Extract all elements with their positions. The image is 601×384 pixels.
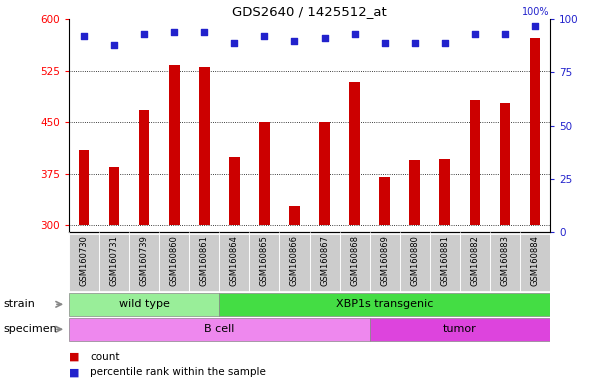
- Text: percentile rank within the sample: percentile rank within the sample: [90, 367, 266, 377]
- Bar: [69, 233, 99, 291]
- Text: GSM160869: GSM160869: [380, 235, 389, 286]
- Bar: [400, 233, 430, 291]
- Point: [380, 40, 389, 46]
- Text: GSM160739: GSM160739: [140, 235, 148, 286]
- Bar: [529, 38, 540, 225]
- Point: [139, 31, 149, 37]
- Text: ■: ■: [69, 367, 79, 377]
- Text: GSM160884: GSM160884: [531, 235, 539, 286]
- Bar: [199, 67, 210, 225]
- Text: GSM160868: GSM160868: [350, 235, 359, 286]
- Bar: [219, 293, 550, 316]
- Point: [440, 40, 450, 46]
- Bar: [129, 233, 159, 291]
- Bar: [379, 177, 390, 225]
- Bar: [69, 293, 219, 316]
- Bar: [319, 122, 330, 225]
- Bar: [79, 150, 90, 225]
- Text: GSM160881: GSM160881: [441, 235, 449, 286]
- Point: [530, 23, 540, 29]
- Bar: [169, 65, 180, 225]
- Bar: [279, 233, 310, 291]
- Bar: [520, 233, 550, 291]
- Text: GSM160730: GSM160730: [80, 235, 88, 286]
- Bar: [139, 110, 150, 225]
- Point: [410, 40, 419, 46]
- Bar: [219, 233, 249, 291]
- Text: count: count: [90, 352, 120, 362]
- Point: [109, 42, 119, 48]
- Text: wild type: wild type: [119, 299, 169, 310]
- Bar: [310, 233, 340, 291]
- Bar: [370, 318, 550, 341]
- Text: specimen: specimen: [3, 324, 56, 334]
- Point: [290, 38, 299, 44]
- Text: GSM160865: GSM160865: [260, 235, 269, 286]
- Point: [230, 40, 239, 46]
- Point: [350, 31, 359, 37]
- Text: tumor: tumor: [443, 324, 477, 334]
- Bar: [430, 233, 460, 291]
- Point: [169, 29, 179, 35]
- Bar: [409, 160, 420, 225]
- Bar: [469, 100, 480, 225]
- Text: GSM160867: GSM160867: [320, 235, 329, 286]
- Bar: [289, 206, 300, 225]
- Bar: [249, 233, 279, 291]
- Text: B cell: B cell: [204, 324, 234, 334]
- Bar: [490, 233, 520, 291]
- Text: ■: ■: [69, 352, 79, 362]
- Bar: [109, 167, 120, 225]
- Text: GSM160882: GSM160882: [471, 235, 479, 286]
- Text: GSM160731: GSM160731: [110, 235, 118, 286]
- Bar: [460, 233, 490, 291]
- Bar: [99, 233, 129, 291]
- Bar: [499, 103, 510, 225]
- Text: GSM160860: GSM160860: [170, 235, 178, 286]
- Text: GSM160861: GSM160861: [200, 235, 209, 286]
- Point: [320, 35, 329, 41]
- Point: [200, 29, 209, 35]
- Bar: [189, 233, 219, 291]
- Point: [260, 33, 269, 39]
- Text: GSM160866: GSM160866: [290, 235, 299, 286]
- Text: GSM160880: GSM160880: [410, 235, 419, 286]
- Text: strain: strain: [3, 299, 35, 310]
- Bar: [340, 233, 370, 291]
- Text: XBP1s transgenic: XBP1s transgenic: [336, 299, 433, 310]
- Title: GDS2640 / 1425512_at: GDS2640 / 1425512_at: [232, 5, 387, 18]
- Text: 100%: 100%: [522, 7, 550, 17]
- Bar: [349, 83, 360, 225]
- Point: [79, 33, 89, 39]
- Bar: [69, 318, 370, 341]
- Bar: [229, 157, 240, 225]
- Point: [470, 31, 480, 37]
- Bar: [159, 233, 189, 291]
- Point: [500, 31, 510, 37]
- Bar: [259, 122, 270, 225]
- Bar: [439, 159, 450, 225]
- Bar: [370, 233, 400, 291]
- Text: GSM160864: GSM160864: [230, 235, 239, 286]
- Text: GSM160883: GSM160883: [501, 235, 509, 286]
